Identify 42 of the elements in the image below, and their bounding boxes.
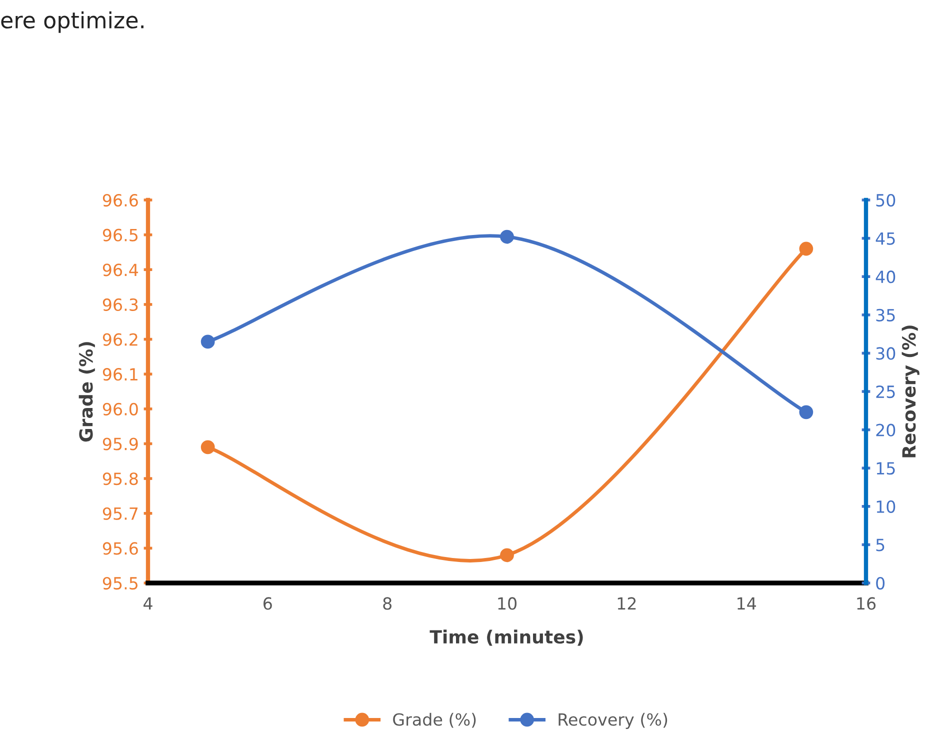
y2-tick-label: 35	[876, 308, 895, 322]
y2-tick-label: 5	[876, 538, 884, 552]
x-tick-label: 4	[144, 597, 152, 610]
y2-tick-label: 50	[876, 194, 896, 207]
x-tick-label: 10	[498, 597, 516, 610]
point	[500, 548, 514, 562]
point	[799, 405, 814, 420]
x-tick-label: 12	[618, 597, 636, 610]
y-tick-label: 95.9	[102, 438, 138, 450]
y2-tick-label: 20	[876, 424, 896, 436]
y-tick-label: 96.6	[102, 194, 138, 207]
x-tick-label: 14	[738, 597, 756, 610]
y2-tick-label: 10	[876, 500, 896, 513]
y-tick-label: 95.7	[102, 507, 138, 520]
point	[799, 242, 814, 256]
y-tick-label: 96.0	[102, 402, 138, 416]
x-tick-label: 16	[857, 597, 876, 610]
y2-tick-label: 25	[876, 385, 895, 398]
y-axis-title: Grade (%)	[78, 342, 95, 442]
x-tick-label: 8	[383, 597, 392, 610]
point	[200, 334, 215, 349]
point	[200, 440, 215, 454]
y-tick-label: 96.4	[102, 264, 138, 276]
y-tick-label: 95.5	[102, 576, 138, 590]
y-tick-label: 95.6	[102, 542, 138, 555]
text: ere optimize.	[1, 11, 144, 33]
y2-tick-label: 30	[876, 347, 896, 360]
y-tick-label: 96.2	[102, 333, 138, 346]
y2-tick-label: 45	[876, 232, 895, 245]
y-tick-label: 95.8	[102, 472, 138, 486]
y2-axis-title: Recovery (%)	[902, 326, 920, 458]
y-tick-label: 96.1	[102, 368, 138, 381]
point	[500, 230, 514, 244]
y-tick-label: 96.3	[102, 298, 138, 312]
y2-tick-label: 40	[876, 270, 896, 284]
y2-tick-label: 15	[876, 462, 895, 475]
x-axis-title: Time (minutes)	[430, 630, 583, 646]
y-tick-label: 96.5	[102, 228, 138, 242]
y2-tick-label: 0	[876, 576, 885, 590]
legend-label: Grade (%)	[393, 712, 476, 728]
legend-label: Recovery (%)	[558, 712, 668, 730]
x-tick-label: 6	[264, 597, 272, 610]
